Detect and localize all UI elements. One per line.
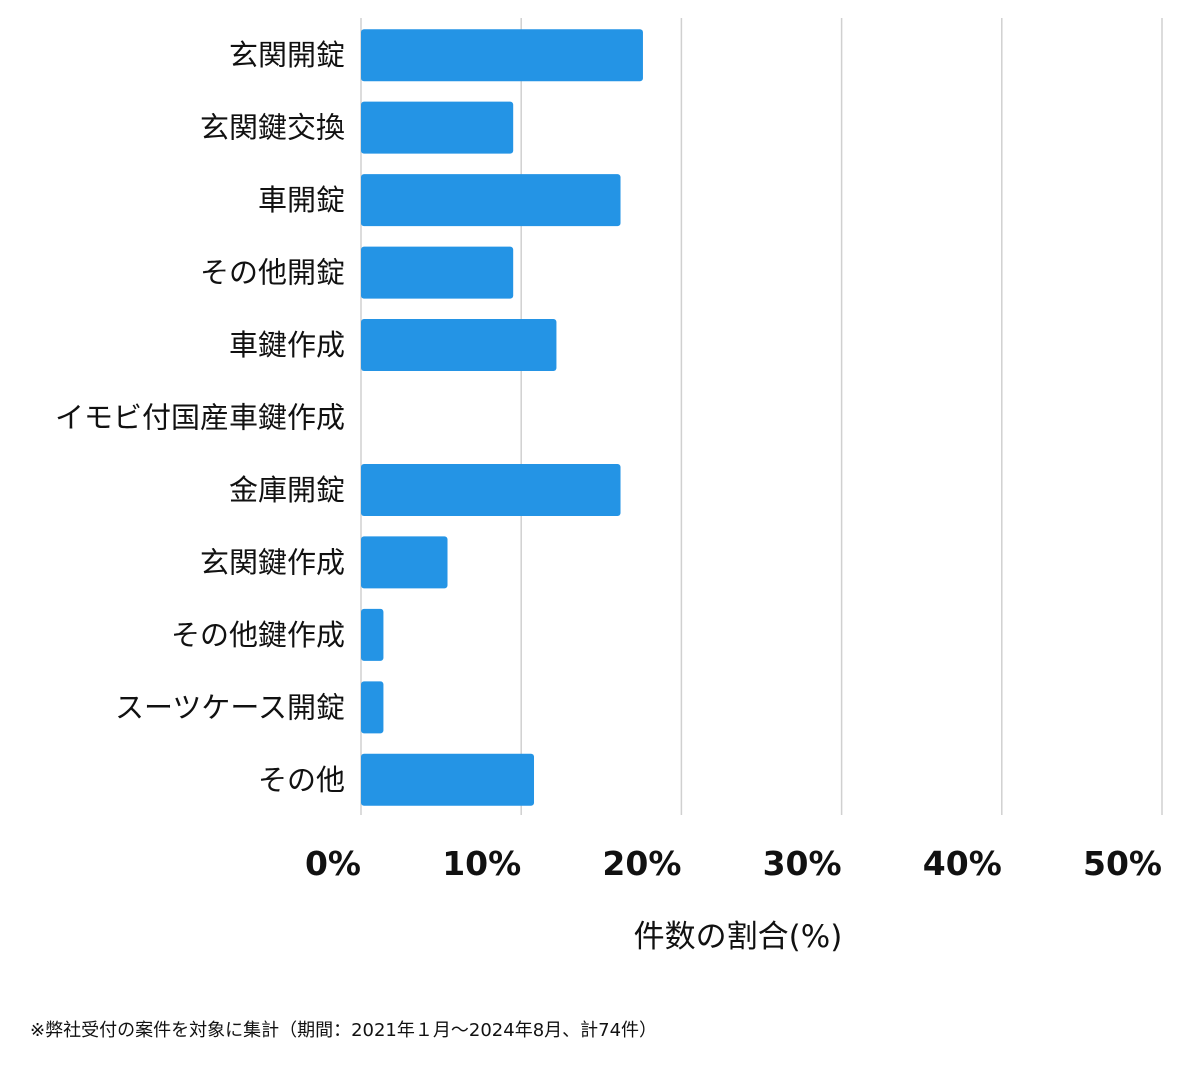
- x-axis-label: 件数の割合(%): [634, 919, 843, 955]
- bar: [361, 681, 384, 734]
- category-label: スーツケース開錠: [115, 690, 345, 724]
- bar: [361, 608, 384, 661]
- x-tick-label: 30%: [763, 844, 842, 883]
- category-label: 車鍵作成: [229, 328, 345, 362]
- category-label: 玄関開錠: [229, 38, 345, 72]
- category-label: 金庫開錠: [229, 473, 345, 507]
- bar: [361, 29, 643, 82]
- x-tick-label: 0%: [305, 844, 361, 883]
- bar: [361, 174, 621, 227]
- category-label: その他: [258, 763, 345, 797]
- bar: [361, 246, 514, 299]
- x-tick-label: 10%: [442, 844, 521, 883]
- x-tick-label: 20%: [602, 844, 681, 883]
- category-label: 玄関鍵作成: [200, 545, 345, 579]
- x-tick-label: 50%: [1083, 844, 1162, 883]
- x-tick-label: 40%: [923, 844, 1002, 883]
- bar: [361, 753, 535, 806]
- category-label: イモビ付国産車鍵作成: [55, 401, 345, 435]
- category-label: 車開錠: [258, 183, 345, 217]
- category-label: その他鍵作成: [171, 618, 345, 652]
- bar: [361, 101, 514, 154]
- bar: [361, 536, 448, 589]
- bar: [361, 463, 621, 516]
- category-label: 玄関鍵交換: [200, 111, 345, 145]
- bar-chart: 玄関開錠玄関鍵交換車開錠その他開錠車鍵作成イモビ付国産車鍵作成金庫開錠玄関鍵作成…: [55, 18, 1163, 955]
- category-label: その他開錠: [200, 256, 345, 290]
- footnote: ※弊社受付の案件を対象に集計（期間：2021年１月〜2024年8月、計74件）: [30, 1020, 658, 1041]
- bar: [361, 319, 557, 372]
